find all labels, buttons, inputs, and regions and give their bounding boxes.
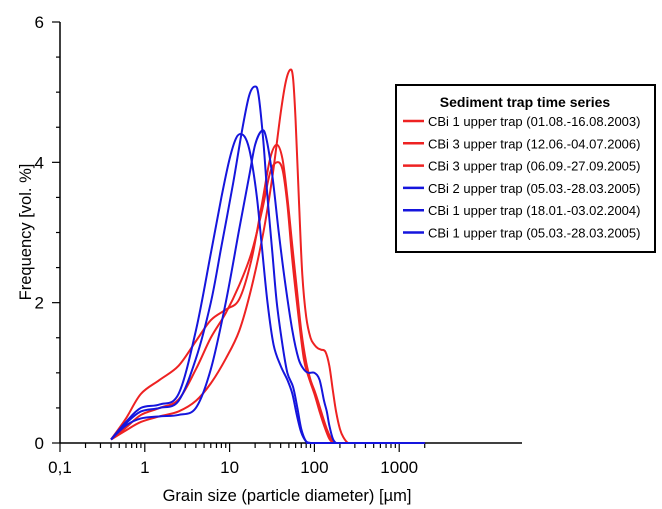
series-line-6 (110, 129, 425, 444)
legend-label-1: CBi 1 upper trap (01.08.-16.08.2003) (428, 114, 640, 129)
x-tick-label: 100 (300, 458, 328, 477)
y-tick-label: 2 (35, 294, 44, 313)
x-tick-label: 0,1 (48, 458, 72, 477)
x-tick-label: 1000 (380, 458, 418, 477)
series-line-5 (110, 85, 425, 445)
legend-label-6: CBi 1 upper trap (05.03.-28.03.2005) (428, 226, 640, 241)
y-tick-label: 4 (35, 153, 44, 172)
axes-group: 0 2 4 6 0,1 1 10 100 1000 (35, 13, 522, 477)
legend: Sediment trap time series CBi 1 upper tr… (395, 84, 656, 253)
series-lines (110, 68, 425, 445)
x-tick-label: 1 (140, 458, 149, 477)
x-tick-label: 10 (220, 458, 239, 477)
legend-label-2: CBi 3 upper trap (12.06.-04.07.2006) (428, 136, 640, 151)
y-axis-title: Frequency [vol. %] (17, 164, 35, 301)
y-tick-label: 0 (35, 434, 44, 453)
legend-label-5: CBi 1 upper trap (18.01.-03.02.2004) (428, 203, 640, 218)
legend-label-3: CBi 3 upper trap (06.09.-27.09.2005) (428, 159, 640, 174)
y-tick-label: 6 (35, 13, 44, 32)
series-line-1 (110, 68, 425, 444)
x-axis-title: Grain size (particle diameter) [µm] (163, 487, 412, 505)
legend-title: Sediment trap time series (440, 94, 611, 110)
legend-box (395, 84, 656, 253)
legend-label-4: CBi 2 upper trap (05.03.-28.03.2005) (428, 181, 640, 196)
